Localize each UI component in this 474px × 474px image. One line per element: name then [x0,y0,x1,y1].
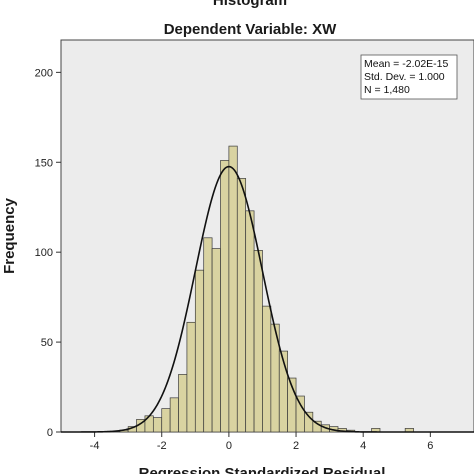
histogram-bar-14 [236,178,247,433]
y-axis-label: Frequency [1,197,18,274]
histogram-bar-16 [253,250,263,433]
histogram-bar-21 [295,395,305,433]
x-tick-label: 4 [360,440,366,452]
histogram-bars [119,145,414,433]
stats-std-dev: Std. Dev. = 1.000 [364,71,445,83]
y-tick-label: 100 [35,247,53,259]
histogram-bar-8 [186,321,196,433]
chart-subtitle: Dependent Variable: XW [164,21,337,38]
stats-mean: Mean = -2.02E-15 [364,58,449,70]
x-axis-ticks: -4 -2 0 2 4 6 [90,432,433,452]
y-tick-label: 0 [47,427,53,439]
x-tick-label: 6 [427,440,433,452]
x-axis-label: Regression Standardized Residual [139,465,386,474]
x-tick-label: 2 [293,440,299,452]
histogram-bar-5 [161,408,171,433]
histogram-bar-11 [211,248,221,433]
histogram-bar-17 [262,305,272,433]
chart-title: Histogram [213,0,287,9]
histogram-bar-10 [203,237,213,433]
x-tick-label: -2 [157,440,167,452]
y-tick-label: 200 [35,67,53,79]
y-tick-label: 150 [35,157,53,169]
histogram-bar-7 [178,374,188,433]
stats-legend-box [360,54,458,100]
x-tick-label: 0 [226,440,232,452]
histogram-bar-13 [228,145,238,433]
x-tick-label: -4 [90,440,100,452]
y-axis-ticks: 0 50 100 150 200 [35,67,61,439]
histogram-bar-12 [220,160,230,433]
y-tick-label: 50 [41,337,53,349]
histogram-bar-4 [152,417,163,433]
histogram-bar-15 [245,210,255,433]
normal-curve [61,165,474,433]
histogram-bar-9 [194,269,205,433]
histogram-bar-6 [169,397,179,433]
stats-n: N = 1,480 [364,84,410,96]
stats-legend: Mean = -2.02E-15 Std. Dev. = 1.000 N = 1… [360,54,458,100]
